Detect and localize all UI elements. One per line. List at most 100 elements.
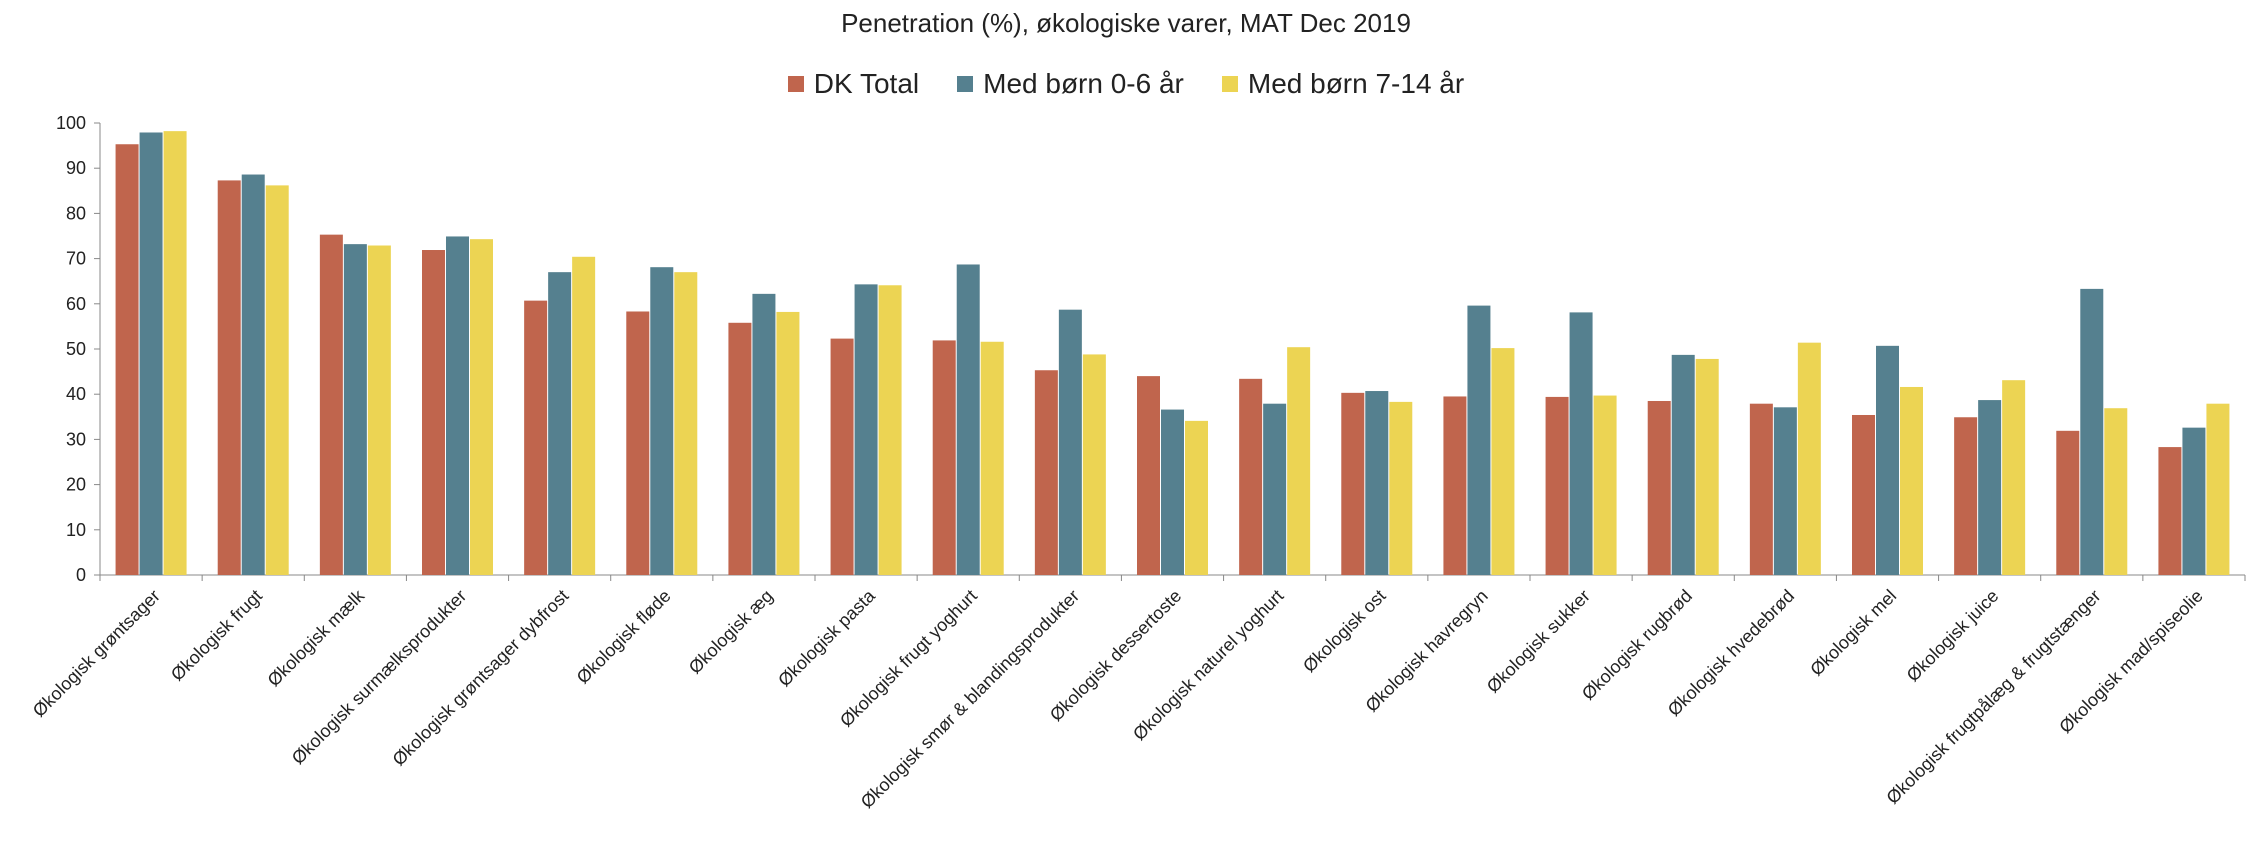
bar-1-16	[1773, 407, 1797, 575]
bar-1-11	[1263, 403, 1287, 575]
bar-1-17	[1876, 345, 1899, 575]
bar-1-5	[650, 267, 674, 575]
x-category-label: Økologisk ost	[1299, 586, 1390, 677]
bar-0-18	[1954, 417, 1978, 575]
x-category-label: Økologisk pasta	[774, 585, 879, 690]
bar-2-10	[1185, 420, 1208, 575]
bar-0-4	[524, 300, 548, 575]
bar-2-19	[2104, 408, 2128, 575]
x-category-label: Økologisk frugt	[167, 586, 266, 685]
bar-0-1	[217, 180, 241, 576]
y-tick-label: 100	[56, 113, 86, 133]
x-category-label: Økologisk mel	[1806, 586, 1900, 680]
bar-2-17	[1900, 386, 1923, 575]
y-tick-label: 40	[66, 384, 86, 404]
x-category-label: Økologisk rugbrød	[1578, 586, 1696, 704]
bar-0-10	[1137, 376, 1160, 575]
bar-0-17	[1852, 414, 1875, 575]
y-tick-label: 10	[66, 520, 86, 540]
x-category-label: Økologisk fløde	[573, 586, 675, 688]
bar-2-16	[1797, 342, 1821, 575]
bar-0-16	[1749, 403, 1773, 575]
bar-2-7	[878, 285, 902, 575]
x-category-label: Økologisk frugtpålæg & frugtstænger	[1882, 586, 2104, 808]
bar-1-6	[752, 293, 776, 575]
bar-0-9	[1034, 370, 1058, 575]
bar-1-0	[139, 132, 163, 575]
x-category-label: Økologisk sukker	[1483, 586, 1594, 697]
bar-2-13	[1491, 348, 1515, 575]
bar-1-12	[1365, 391, 1389, 575]
bar-1-4	[548, 272, 572, 575]
bar-0-7	[830, 338, 854, 575]
bar-2-6	[776, 311, 800, 575]
bar-1-15	[1671, 354, 1695, 575]
bar-2-14	[1593, 395, 1617, 575]
bar-2-15	[1695, 358, 1719, 575]
bar-1-19	[2080, 288, 2104, 575]
x-category-label: Økologisk æg	[685, 586, 777, 678]
y-tick-label: 30	[66, 429, 86, 449]
x-category-label: Økologisk juice	[1903, 586, 2003, 686]
y-tick-label: 20	[66, 475, 86, 495]
bar-2-0	[163, 131, 187, 576]
bar-1-1	[241, 174, 265, 575]
bar-1-2	[343, 244, 367, 576]
bar-2-18	[2002, 380, 2026, 575]
bar-2-4	[572, 256, 596, 575]
legend-item-med-boern-0-6: Med børn 0-6 år	[957, 68, 1184, 100]
bar-2-8	[980, 341, 1004, 575]
bar-2-11	[1287, 347, 1311, 575]
bar-2-3	[470, 239, 493, 575]
bar-2-20	[2206, 403, 2230, 575]
bar-1-7	[854, 284, 878, 575]
legend-label-med-boern-7-14: Med børn 7-14 år	[1247, 68, 1465, 99]
chart-title: Penetration (%), økologiske varer, MAT D…	[841, 8, 1411, 38]
bar-0-15	[1647, 400, 1671, 575]
bar-1-10	[1161, 409, 1184, 575]
x-category-label: Økologisk grøntsager dybfrost	[389, 586, 573, 770]
bar-2-12	[1389, 401, 1413, 575]
bar-0-6	[728, 322, 752, 575]
bar-0-5	[626, 311, 650, 575]
legend-swatch-med-boern-0-6	[957, 76, 974, 92]
bar-0-19	[2056, 430, 2080, 575]
legend-item-dk-total: DK Total	[787, 68, 920, 100]
x-category-label: Økologisk surmælksprodukter	[288, 586, 470, 768]
x-category-label: Økologisk mælk	[264, 585, 369, 690]
bar-1-3	[446, 236, 469, 575]
legend: DK Total Med børn 0-6 år Med børn 7-14 å…	[0, 68, 2252, 100]
bar-0-14	[1545, 396, 1569, 575]
y-tick-label: 50	[66, 339, 86, 359]
legend-swatch-med-boern-7-14	[1221, 76, 1238, 92]
x-category-label: Økologisk smør & blandingsprodukter	[857, 586, 1083, 812]
bar-0-8	[932, 340, 956, 575]
bar-2-2	[367, 245, 391, 575]
bar-1-20	[2182, 427, 2206, 575]
bar-2-1	[265, 185, 289, 575]
y-tick-label: 70	[66, 249, 86, 269]
bar-0-20	[2158, 447, 2182, 575]
bar-0-0	[115, 144, 139, 575]
bar-1-18	[1978, 400, 2002, 575]
bar-0-13	[1443, 396, 1467, 575]
y-tick-label: 60	[66, 294, 86, 314]
y-tick-label: 90	[66, 158, 86, 178]
bar-1-9	[1058, 309, 1082, 575]
legend-item-med-boern-7-14: Med børn 7-14 år	[1221, 68, 1465, 100]
bar-0-3	[422, 250, 445, 575]
y-tick-label: 80	[66, 203, 86, 223]
legend-label-med-boern-0-6: Med børn 0-6 år	[983, 68, 1184, 99]
y-tick-label: 0	[76, 565, 86, 585]
bar-2-9	[1082, 354, 1106, 575]
x-category-label: Økologisk grøntsager	[29, 586, 164, 721]
legend-label-dk-total: DK Total	[813, 68, 920, 99]
bar-1-8	[956, 264, 980, 575]
bar-2-5	[674, 272, 698, 575]
bar-0-11	[1239, 378, 1263, 575]
bar-0-12	[1341, 392, 1365, 575]
legend-swatch-dk-total	[787, 76, 804, 92]
bar-0-2	[319, 234, 343, 576]
bar-1-14	[1569, 312, 1593, 575]
